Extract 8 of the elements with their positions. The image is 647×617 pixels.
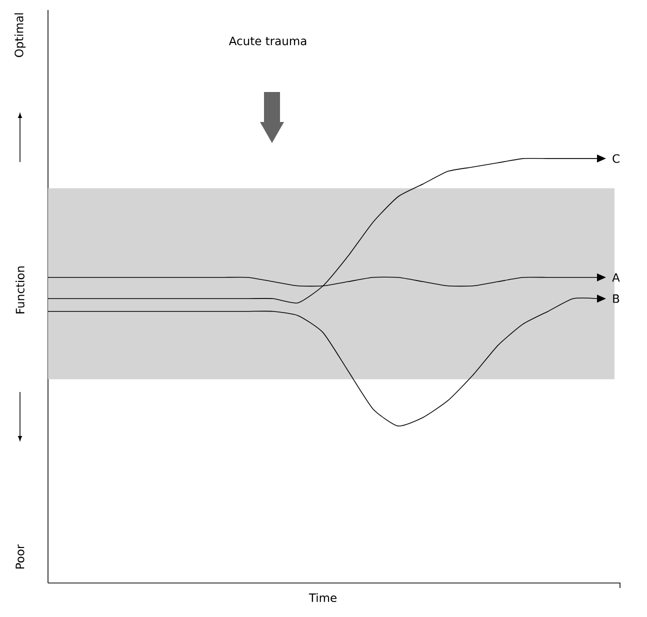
series-label: A	[612, 273, 620, 282]
text: Acute trauma	[228, 36, 306, 46]
series-label: B	[613, 294, 620, 303]
text: Poor	[16, 544, 24, 569]
y-axis-title: Function	[16, 266, 24, 314]
text: Optimal	[14, 13, 26, 58]
series-label: C	[612, 154, 620, 163]
x-axis-title: Time	[308, 593, 336, 602]
